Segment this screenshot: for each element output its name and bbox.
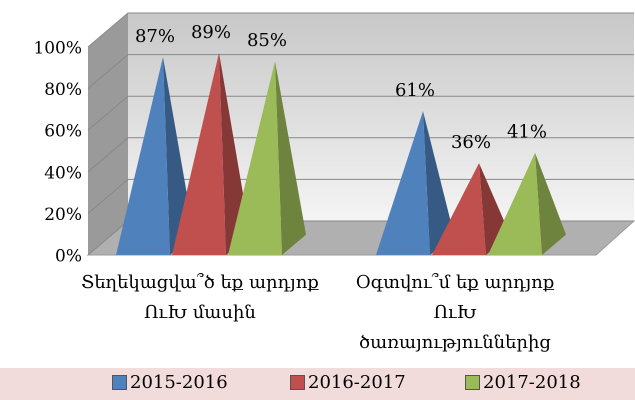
pyramid xyxy=(172,52,226,255)
legend: 2015-2016 2016-2017 2017-2018 xyxy=(0,368,635,400)
y-tick-label: 100% xyxy=(33,39,82,59)
plot: 0% 20% 40% 60% 80% 100% 87% 89% 85% 61% 36% 41% xyxy=(33,12,635,267)
legend-swatch xyxy=(112,375,127,390)
pyramid xyxy=(116,57,170,255)
pyramid xyxy=(488,152,542,255)
y-tick-label: 0% xyxy=(55,247,82,267)
value-label: 61% xyxy=(395,80,435,101)
y-tick-label: 60% xyxy=(44,122,82,142)
pyramid xyxy=(432,163,486,255)
legend-item: 2016-2017 xyxy=(290,372,406,393)
legend-label: 2016-2017 xyxy=(308,372,406,393)
side-wall xyxy=(88,13,128,255)
legend-swatch xyxy=(465,375,480,390)
legend-label: 2017-2018 xyxy=(483,372,581,393)
pyramid xyxy=(376,111,430,256)
y-tick-label: 40% xyxy=(44,163,82,183)
x-tick-label: Օգտվու՞մ եք արդյոք ՈւԽ ծառայություններից xyxy=(355,272,555,353)
value-label: 36% xyxy=(451,132,491,153)
y-tick-label: 20% xyxy=(44,205,82,225)
x-tick-label: Տեղեկացվա՞ծ եք արդյոք ՈւԽ մասին xyxy=(81,272,319,323)
pyramid-side xyxy=(423,111,454,256)
value-label: 41% xyxy=(507,122,547,143)
grid-line xyxy=(87,54,634,89)
grid-line xyxy=(87,137,634,173)
y-tick-label: 80% xyxy=(44,80,82,100)
legend-label: 2015-2016 xyxy=(130,372,228,393)
grid-line xyxy=(87,12,634,48)
pyramid-side xyxy=(275,61,306,256)
value-label: 87% xyxy=(135,26,175,47)
legend-swatch xyxy=(290,375,305,390)
grid-line xyxy=(87,95,634,131)
pyramid xyxy=(228,61,282,256)
legend-item: 2015-2016 xyxy=(112,372,228,393)
pyramid-side xyxy=(535,152,566,255)
legend-item: 2017-2018 xyxy=(465,372,581,393)
value-label: 89% xyxy=(191,22,231,43)
value-label: 85% xyxy=(247,30,287,51)
grid-line xyxy=(87,178,634,214)
